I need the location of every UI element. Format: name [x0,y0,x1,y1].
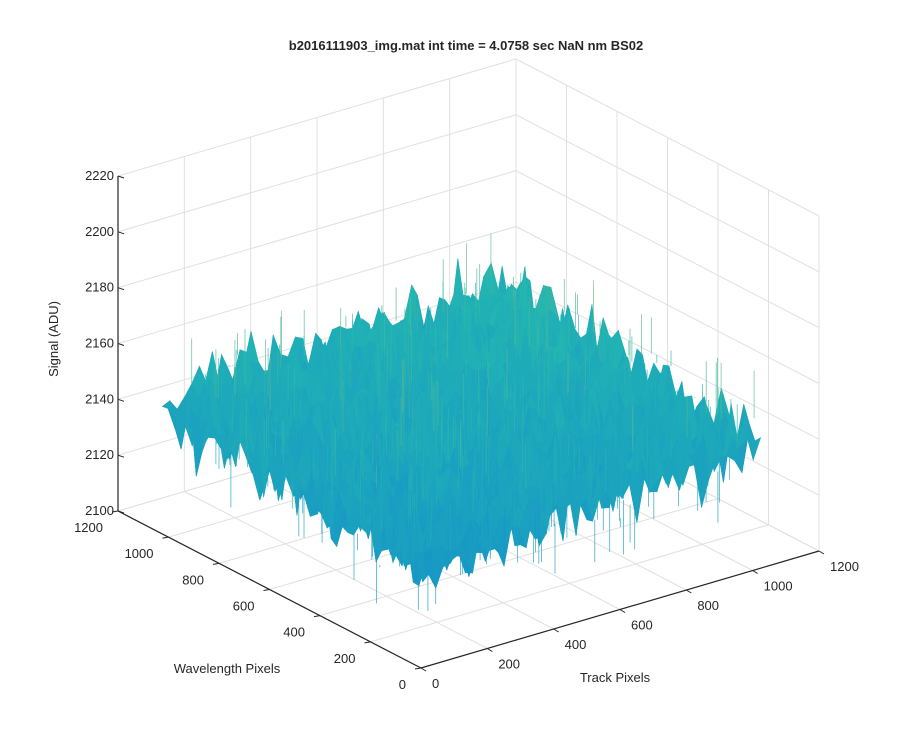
z-tick-mark [117,454,125,458]
grid-line-floor-y [319,498,719,617]
x-tick-label: 200 [498,657,520,672]
grid-line-wall-left-horizontal [117,170,517,289]
surface-layer [161,233,762,611]
x-tick-mark [619,609,626,613]
z-tick-mark [117,510,125,514]
x-tick-label: 0 [432,676,439,691]
y-tick-label: 1200 [74,520,103,535]
z-tick-label: 2140 [85,391,114,406]
x-axis-label: Track Pixels [580,670,651,685]
z-tick-label: 2100 [85,503,114,518]
x-tick-mark [553,628,559,633]
z-tick-label: 2220 [85,168,114,183]
z-tick-label: 2160 [85,336,114,351]
z-tick-mark [117,287,125,291]
grid-line-wall-right-horizontal [515,114,820,273]
y-tick-mark [414,667,422,670]
z-tick-mark [117,343,125,346]
x-tick-label: 1200 [830,559,859,574]
x-tick-label: 600 [631,618,653,633]
z-tick-mark [117,398,125,402]
grid-line-wall-right-horizontal [515,170,820,329]
z-tick-mark [117,175,125,179]
x-tick-label: 1000 [764,579,793,594]
grid-line-wall-left-horizontal [117,226,517,344]
x-tick-mark [420,667,427,672]
y-tick-mark [162,536,169,539]
ticks-layer: 0 200 400 600 800 1000 1200 0 200 400 600 800 1000 12… [74,168,859,692]
z-tick-mark [117,231,125,235]
x-tick-mark [752,570,758,574]
y-tick-label: 200 [334,651,356,666]
y-tick-label: 0 [399,677,406,692]
chart-title: b2016111903_img.mat int time = 4.0758 se… [289,38,643,53]
x-tick-mark [818,550,825,555]
y-tick-mark [111,510,119,513]
y-tick-mark [313,615,321,618]
x-tick-label: 400 [565,637,587,652]
grid-line-floor-y [370,524,769,643]
y-axis-label: Wavelength Pixels [174,661,281,676]
z-tick-label: 2200 [85,224,114,239]
grid-line-wall-right-horizontal [515,226,820,384]
y-tick-mark [364,641,371,644]
grid-line-wall-left-horizontal [117,58,517,177]
grid-line-wall-left-horizontal [117,114,517,233]
z-axis-label: Signal (ADU) [46,301,61,377]
y-tick-mark [212,562,220,565]
z-tick-label: 2120 [85,447,114,462]
grid-line-wall-right-horizontal [515,281,820,440]
y-tick-label: 1000 [125,546,154,561]
x-tick-mark [487,648,493,652]
x-tick-label: 800 [697,598,719,613]
y-tick-label: 400 [283,625,305,640]
y-tick-label: 600 [233,599,255,614]
grid-line-wall-right-horizontal [515,58,820,217]
y-tick-label: 800 [182,572,204,587]
z-tick-label: 2180 [85,280,114,295]
y-tick-mark [263,589,270,591]
x-tick-mark [686,589,692,594]
